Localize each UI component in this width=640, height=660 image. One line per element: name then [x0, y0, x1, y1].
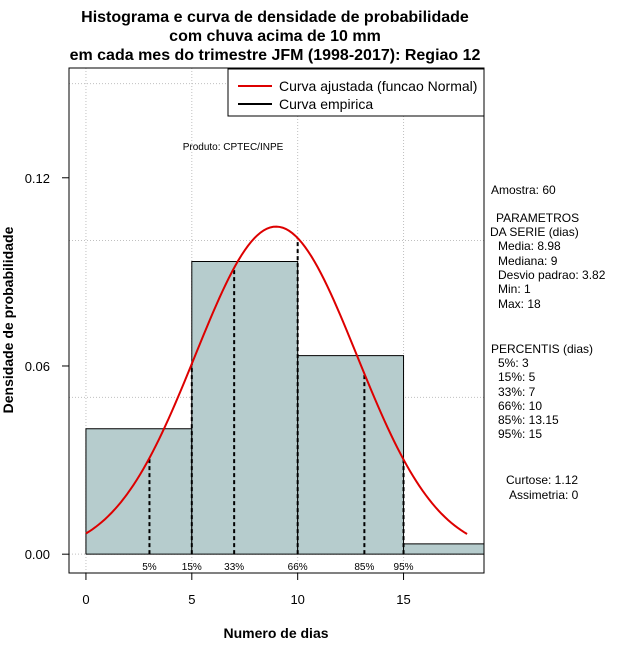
y-tick-label: 0.00 — [25, 547, 50, 562]
legend-label-empirical: Curva empirica — [279, 96, 373, 112]
chart-title-line-2: com chuva acima de 10 mm — [169, 28, 381, 45]
kurtosis: Curtose: 1.12 — [506, 473, 578, 487]
normal-fit-curve — [85, 225, 468, 535]
percentiles-title: PERCENTIS (dias) — [491, 342, 593, 356]
stat-mean: Media: 8.98 — [498, 239, 561, 253]
stat-median: Mediana: 9 — [498, 254, 558, 268]
y-axis-title: Densidade de probabilidade — [0, 226, 16, 413]
statistics-panel: Amostra: 60 PARAMETROS DA SERIE (dias) M… — [490, 183, 606, 502]
y-tick-label: 0.12 — [25, 171, 50, 186]
product-annotation: Produto: CPTEC/INPE — [183, 142, 284, 153]
x-tick-label: 5 — [188, 592, 195, 607]
normal-curve — [85, 225, 468, 535]
x-tick-label: 15 — [396, 592, 410, 607]
percentile-label: 66% — [288, 562, 308, 573]
percentile-33: 33%: 7 — [498, 385, 536, 399]
x-tick-label: 10 — [290, 592, 304, 607]
x-axis-title: Numero de dias — [223, 625, 328, 641]
x-tick-label: 0 — [82, 592, 89, 607]
plot-frame — [68, 67, 485, 574]
percentile-15: 15%: 5 — [498, 370, 536, 384]
percentile-85: 85%: 13.15 — [498, 413, 559, 427]
stat-stddev: Desvio padrao: 3.82 — [498, 268, 606, 282]
chart-title-line-1: Histograma e curva de densidade de proba… — [81, 9, 469, 26]
percentile-label: 95% — [394, 562, 414, 573]
stat-min: Min: 1 — [498, 282, 531, 296]
sample-size: Amostra: 60 — [491, 183, 556, 197]
y-tick-label: 0.06 — [25, 359, 50, 374]
percentile-label: 5% — [142, 562, 157, 573]
histogram-bars — [85, 261, 485, 555]
chart-title-line-3: em cada mes do trimestre JFM (1998-2017)… — [70, 47, 481, 64]
percentile-5: 5%: 3 — [498, 356, 529, 370]
histogram-bar — [191, 261, 298, 555]
legend-box — [227, 68, 485, 117]
params-title-2: DA SERIE (dias) — [490, 225, 579, 239]
histogram-bar — [403, 543, 484, 555]
percentile-label: 15% — [182, 562, 202, 573]
legend-label-fit: Curva ajustada (funcao Normal) — [279, 78, 477, 94]
skewness: Assimetria: 0 — [509, 488, 579, 502]
params-title-1: PARAMETROS — [496, 211, 579, 225]
percentile-66: 66%: 10 — [498, 399, 542, 413]
y-axis: 0.00 0.06 0.12 — [25, 171, 69, 562]
percentile-label: 85% — [354, 562, 374, 573]
x-axis: 0 5 10 15 — [82, 573, 411, 607]
histogram-bar — [297, 355, 404, 555]
histogram-bar — [85, 428, 192, 555]
percentile-lines: 5% 15% 33% 66% 85% 95% — [142, 238, 414, 573]
percentile-95: 95%: 15 — [498, 427, 542, 441]
legend: Curva ajustada (funcao Normal) Curva emp… — [227, 68, 485, 117]
percentile-label: 33% — [224, 562, 244, 573]
stat-max: Max: 18 — [498, 297, 541, 311]
